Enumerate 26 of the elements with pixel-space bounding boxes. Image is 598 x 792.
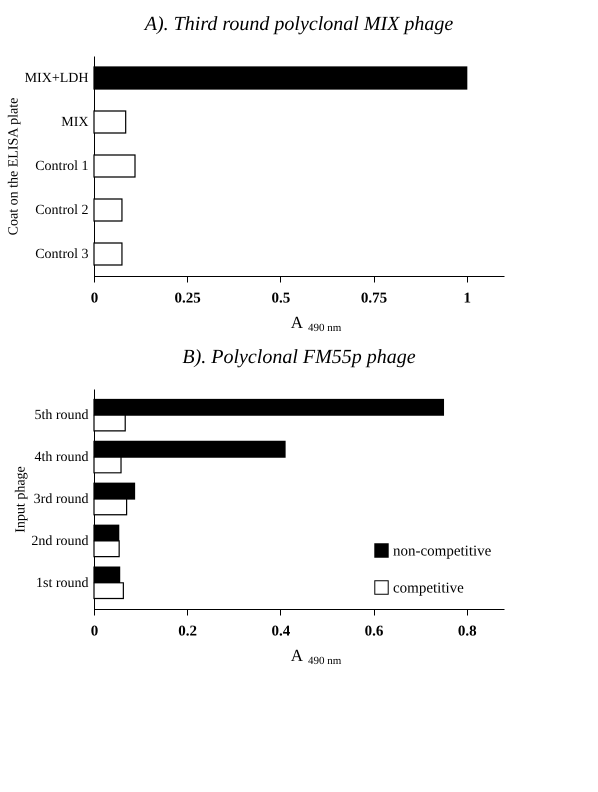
chart-title: A). Third round polyclonal MIX phage bbox=[142, 13, 454, 35]
y-tick-label: 1st round bbox=[36, 576, 88, 591]
y-axis-title: Coat on the ELISA plate bbox=[6, 98, 22, 236]
y-tick-label: Control 3 bbox=[35, 247, 88, 262]
y-tick-label: Control 2 bbox=[35, 203, 88, 218]
x-tick-label: 0 bbox=[90, 290, 98, 306]
x-tick-label: 0.25 bbox=[174, 290, 201, 306]
legend-label: non-competitive bbox=[393, 544, 492, 560]
y-tick-label: 5th round bbox=[34, 408, 88, 424]
x-tick-label: 0.4 bbox=[271, 624, 291, 640]
x-tick-label: 0 bbox=[90, 624, 98, 640]
legend-label: competitive bbox=[393, 580, 464, 596]
y-tick-label: 2nd round bbox=[31, 534, 88, 549]
y-axis-title: Input phage bbox=[13, 466, 28, 533]
x-tick-label: 0.75 bbox=[360, 290, 388, 306]
y-tick-label: Control 1 bbox=[35, 159, 88, 174]
y-tick-label: MIX+LDH bbox=[24, 71, 88, 86]
x-tick-label: 0.5 bbox=[271, 290, 290, 306]
y-tick-label: MIX bbox=[61, 115, 88, 130]
chart-title: B). Polyclonal FM55p phage bbox=[182, 346, 416, 368]
x-tick-label: 0.6 bbox=[364, 624, 384, 640]
y-tick-label: 4th round bbox=[34, 450, 88, 466]
x-tick-label: 0.2 bbox=[178, 624, 198, 640]
x-tick-label: 1 bbox=[463, 290, 471, 306]
y-tick-label: 3rd round bbox=[34, 492, 88, 507]
x-tick-label: 0.8 bbox=[458, 624, 477, 640]
